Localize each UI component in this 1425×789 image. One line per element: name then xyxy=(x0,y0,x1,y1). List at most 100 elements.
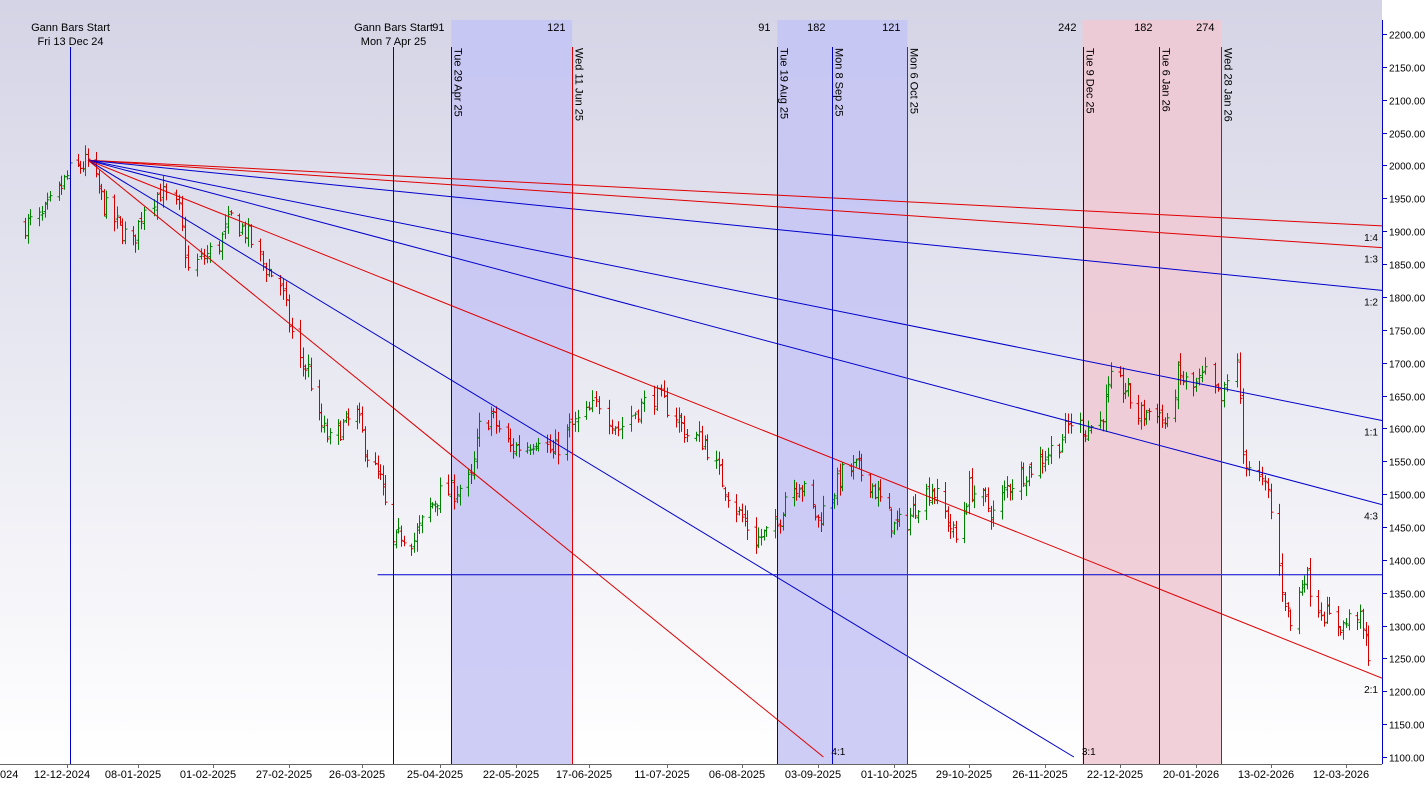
price-bar xyxy=(932,487,937,504)
price-bar xyxy=(104,190,109,219)
price-bar xyxy=(679,412,684,432)
price-bar xyxy=(1280,553,1285,602)
price-bar xyxy=(1341,620,1346,640)
fan-line xyxy=(87,159,1382,291)
price-bar xyxy=(37,207,42,227)
y-axis-panel xyxy=(1382,0,1425,784)
price-bar xyxy=(717,451,722,475)
price-bar xyxy=(964,503,969,515)
price-bar xyxy=(373,452,378,466)
price-bar xyxy=(360,406,365,433)
price-bar xyxy=(1021,462,1026,487)
price-bar xyxy=(1089,424,1094,434)
price-bar xyxy=(477,412,482,447)
price-bar xyxy=(1288,609,1293,631)
price-bar xyxy=(155,192,160,220)
price-bar xyxy=(139,211,144,230)
price-bar xyxy=(759,528,764,546)
time-line-label: Wed 28 Jan 26 xyxy=(1222,48,1234,122)
price-bar xyxy=(778,519,783,534)
price-bar xyxy=(258,238,263,262)
y-tick-label: 1500.00 xyxy=(1389,491,1425,502)
x-tick-label: 17-06-2025 xyxy=(556,769,612,781)
price-bar xyxy=(887,492,892,509)
y-tick-label: 1350.00 xyxy=(1389,590,1425,601)
price-bar xyxy=(152,199,157,217)
x-tick-label: 12-03-2026 xyxy=(1313,769,1369,781)
price-bar xyxy=(694,431,699,442)
price-bar xyxy=(325,418,330,443)
price-bar xyxy=(1344,618,1349,628)
price-bar xyxy=(287,294,292,333)
price-bar xyxy=(491,408,496,419)
price-bar xyxy=(1086,420,1091,441)
price-bar xyxy=(943,482,948,519)
price-bar xyxy=(1302,575,1307,593)
time-line-count: 242 xyxy=(1058,22,1076,34)
price-bar xyxy=(365,449,370,468)
price-bar xyxy=(1200,365,1205,383)
price-bar xyxy=(610,419,615,435)
price-bar xyxy=(545,434,550,453)
fan-label: 4:1 xyxy=(831,747,845,758)
price-bar xyxy=(613,426,618,435)
price-bar xyxy=(682,415,687,443)
x-axis-panel xyxy=(0,764,1425,784)
y-tick-label: 1950.00 xyxy=(1389,195,1425,206)
price-bar xyxy=(494,406,499,434)
price-bar xyxy=(1057,443,1062,459)
fan-line xyxy=(87,159,824,758)
price-bar xyxy=(573,411,578,432)
price-bar xyxy=(1355,611,1360,631)
price-bar xyxy=(948,513,953,539)
price-bar xyxy=(517,435,522,458)
price-bar xyxy=(180,195,185,232)
time-zone xyxy=(777,20,908,764)
y-tick-label: 1550.00 xyxy=(1389,458,1425,469)
x-tick-label: 01-10-2025 xyxy=(861,769,917,781)
price-bar xyxy=(629,405,634,432)
time-zones xyxy=(451,20,1221,764)
price-bar xyxy=(967,470,972,515)
price-bar xyxy=(430,502,435,509)
price-bar xyxy=(161,176,166,208)
price-bar xyxy=(1327,597,1332,615)
axes: 1100.00 1150.00 1200.00 1250.00 1300.00 1350.… xyxy=(0,20,1425,781)
gann-start-label: Gann Bars Start xyxy=(354,22,433,34)
y-tick-label: 1750.00 xyxy=(1389,327,1425,338)
price-bar xyxy=(1286,602,1291,618)
price-bar xyxy=(674,407,679,428)
price-bar xyxy=(446,474,451,496)
price-bar xyxy=(1043,450,1048,472)
fan-line xyxy=(87,159,1382,679)
price-bar xyxy=(45,192,50,210)
price-bar xyxy=(567,413,572,438)
gann-start-date: Mon 7 Apr 25 xyxy=(361,36,426,48)
price-bar xyxy=(633,412,638,420)
x-tick-label: 20-01-2026 xyxy=(1163,769,1219,781)
price-bar xyxy=(840,461,845,492)
price-bar xyxy=(1316,589,1321,618)
price-bar xyxy=(745,510,750,541)
x-tick-label: 03-09-2025 xyxy=(785,769,841,781)
price-bar xyxy=(587,401,592,411)
time-line-label: Tue 6 Jan 26 xyxy=(1160,48,1172,112)
fan-label: 1:2 xyxy=(1364,297,1378,308)
fan-line xyxy=(88,159,1382,227)
x-tick-label: 08-01-2025 xyxy=(105,769,161,781)
y-tick-label: 1450.00 xyxy=(1389,524,1425,535)
price-bar xyxy=(740,503,745,523)
price-bar xyxy=(1263,475,1268,491)
time-line-count: 274 xyxy=(1196,22,1214,34)
x-tick-label: 26-03-2025 xyxy=(329,769,385,781)
x-tick-label: 11-07-2025 xyxy=(634,769,689,781)
price-bar xyxy=(986,487,991,513)
y-tick-label: 1400.00 xyxy=(1389,557,1425,568)
price-bar xyxy=(1308,557,1313,607)
price-bar xyxy=(1197,368,1202,386)
price-bar xyxy=(123,221,128,245)
price-bar xyxy=(590,390,595,413)
price-bar xyxy=(1338,626,1343,636)
price-bar xyxy=(420,514,425,534)
